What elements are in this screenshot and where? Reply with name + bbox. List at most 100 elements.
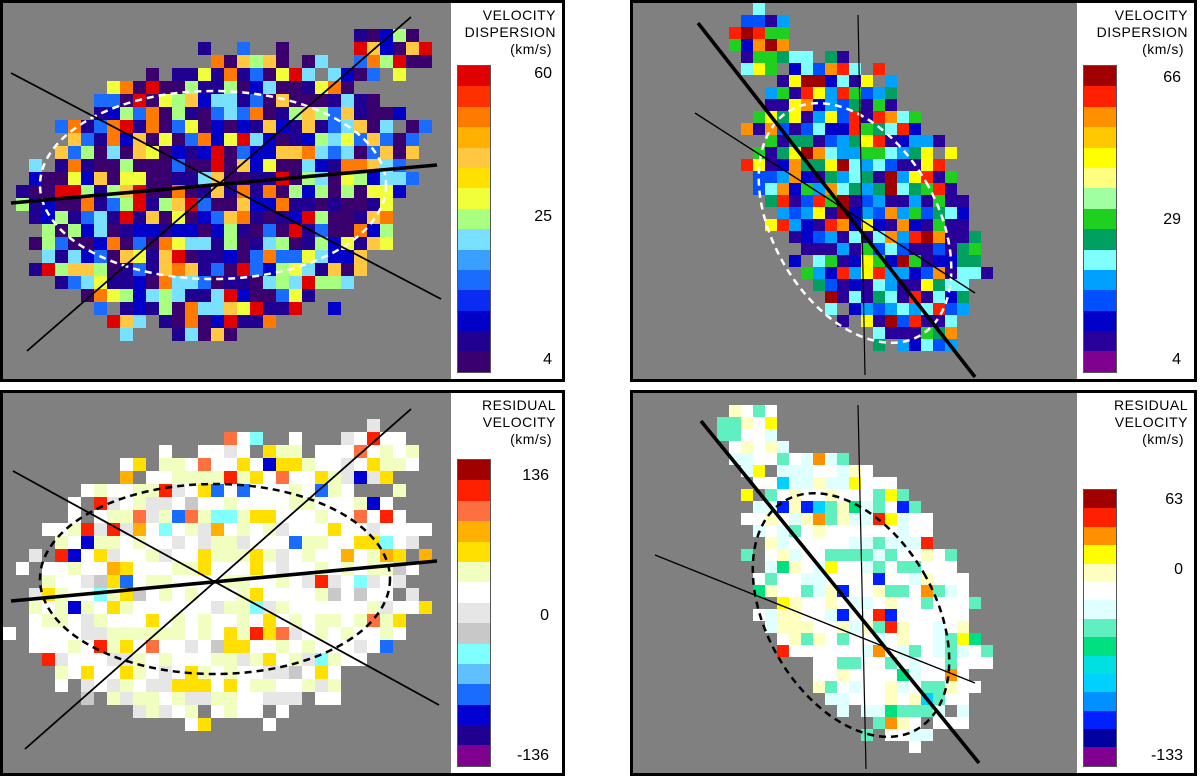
colorbar-step xyxy=(1084,710,1116,730)
colorbar-step xyxy=(1084,581,1116,601)
colorbar-step xyxy=(458,704,490,726)
colorbar-title: VELOCITY DISPERSION (km/s) xyxy=(465,7,556,58)
colorbar-step xyxy=(458,147,490,168)
colorbar-tick-max: 66 xyxy=(1163,69,1181,86)
dashed-ellipse xyxy=(38,482,392,676)
colorbar-area: RESIDUAL VELOCITY (km/s) 136 0 -136 xyxy=(451,393,562,773)
colorbar-step xyxy=(458,541,490,562)
colorbar-title-line-2: DISPERSION xyxy=(464,24,556,40)
axis-line-1 xyxy=(654,554,976,684)
colorbar-tick-max: 63 xyxy=(1165,491,1183,508)
colorbar-step xyxy=(1084,290,1116,311)
colorbar-step xyxy=(1084,66,1116,87)
colorbar-tick-mid: 0 xyxy=(540,607,549,624)
colorbar-step xyxy=(1084,729,1116,748)
dashed-ellipse xyxy=(757,101,953,345)
colorbar-title-line-1: VELOCITY xyxy=(1114,7,1188,23)
colorbar-title-line-1: RESIDUAL xyxy=(481,397,556,413)
colorbar-area: RESIDUAL VELOCITY (km/s) 63 0 -133 xyxy=(1077,393,1194,773)
colorbar-step xyxy=(1084,229,1116,250)
pixel-layer xyxy=(717,405,993,753)
colorbar-tick-max: 136 xyxy=(522,467,549,484)
colorbar-step xyxy=(1084,692,1116,711)
panel-residual-left: RESIDUAL VELOCITY (km/s) 136 0 -136 xyxy=(0,390,565,776)
panel-dispersion-left: VELOCITY DISPERSION (km/s) 60 25 4 xyxy=(0,0,565,382)
colorbar-step xyxy=(458,521,490,542)
colorbar-title-line-2: DISPERSION xyxy=(1096,24,1188,40)
colorbar-step xyxy=(458,643,490,664)
map-svg xyxy=(654,404,993,770)
axis-line-1 xyxy=(12,470,440,706)
axis-line-3 xyxy=(696,21,977,379)
colorbar-step xyxy=(1084,127,1116,148)
colorbar-step xyxy=(458,500,490,522)
colorbar-unit: (km/s) xyxy=(1142,431,1184,447)
colorbar-step xyxy=(458,249,490,270)
colorbar-step xyxy=(458,229,490,250)
colorbar-title-line-2: VELOCITY xyxy=(482,414,556,430)
axis-line-3 xyxy=(10,559,438,603)
axis-line-2 xyxy=(857,404,867,770)
colorbar-step xyxy=(458,167,490,189)
colorbar-step xyxy=(1084,545,1116,564)
dashed-ellipse xyxy=(38,89,388,281)
pixel-layer xyxy=(3,419,432,731)
map-svg xyxy=(3,408,440,750)
colorbar-step xyxy=(1084,747,1116,766)
colorbar-step xyxy=(1084,490,1116,509)
colorbar-title-line-1: RESIDUAL xyxy=(1113,397,1188,413)
colorbar-step xyxy=(458,663,490,685)
panel-residual-right: RESIDUAL VELOCITY (km/s) 63 0 -133 xyxy=(630,390,1197,776)
colorbar-step xyxy=(458,684,490,705)
colorbar xyxy=(1083,65,1117,373)
colorbar-step xyxy=(1084,351,1116,372)
colorbar-step xyxy=(458,582,490,603)
colorbar-step xyxy=(1084,269,1116,291)
axis-line-2 xyxy=(24,408,412,750)
colorbar xyxy=(457,459,491,767)
colorbar-step xyxy=(1084,188,1116,209)
colorbar-title: VELOCITY DISPERSION (km/s) xyxy=(1097,7,1188,58)
colorbar-step xyxy=(458,602,490,624)
colorbar-step xyxy=(458,745,490,766)
map-svg xyxy=(10,16,442,352)
colorbar-step xyxy=(1084,655,1116,674)
axis-line-3 xyxy=(10,163,438,205)
colorbar-title: RESIDUAL VELOCITY (km/s) xyxy=(1114,397,1188,448)
colorbar-step xyxy=(458,725,490,746)
colorbar-step xyxy=(458,480,490,501)
colorbar xyxy=(1083,489,1117,767)
colorbar-title-line-1: VELOCITY xyxy=(482,7,556,23)
colorbar-area: VELOCITY DISPERSION (km/s) 60 25 4 xyxy=(451,3,562,379)
colorbar-step xyxy=(458,127,490,148)
pixel-layer xyxy=(16,29,432,341)
colorbar-step xyxy=(1084,208,1116,230)
map-svg xyxy=(694,3,993,379)
colorbar-step xyxy=(1084,331,1116,352)
axis-line-3 xyxy=(699,419,981,765)
colorbar-step xyxy=(458,290,490,311)
colorbar-step xyxy=(1084,310,1116,332)
colorbar-tick-mid: 25 xyxy=(534,208,552,225)
colorbar-step xyxy=(458,331,490,352)
colorbar-step xyxy=(1084,526,1116,546)
colorbar-step xyxy=(458,66,490,87)
residual-velocity-map xyxy=(633,393,1077,773)
residual-velocity-map xyxy=(3,393,451,773)
colorbar-step xyxy=(458,310,490,332)
axis-line-1 xyxy=(10,72,442,300)
colorbar-step xyxy=(458,623,490,644)
colorbar-step xyxy=(1084,673,1116,693)
colorbar-title: RESIDUAL VELOCITY (km/s) xyxy=(482,397,556,448)
colorbar-tick-mid: 29 xyxy=(1163,211,1181,228)
colorbar-step xyxy=(1084,167,1116,189)
colorbar-tick-max: 60 xyxy=(534,65,552,82)
axis-line-2 xyxy=(857,14,866,376)
colorbar-unit: (km/s) xyxy=(510,41,552,57)
pixel-layer xyxy=(729,3,993,351)
velocity-dispersion-map xyxy=(3,3,451,379)
colorbar-step xyxy=(1084,249,1116,270)
colorbar-tick-min: 4 xyxy=(1172,351,1181,368)
colorbar-title-line-2: VELOCITY xyxy=(1114,414,1188,430)
axis-line-1 xyxy=(694,112,976,294)
